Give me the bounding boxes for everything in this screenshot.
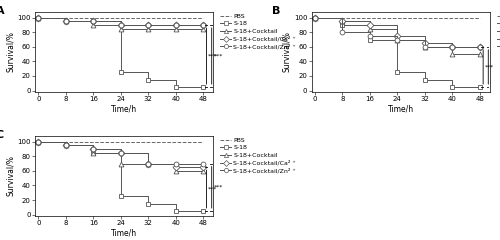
Text: ***: *** — [208, 54, 218, 59]
Text: B: B — [272, 6, 280, 16]
Text: C: C — [0, 130, 4, 140]
Text: *: * — [490, 64, 493, 69]
Y-axis label: Survival/%: Survival/% — [6, 32, 15, 72]
Legend: PBS, S-18, S-18+Cocktail, S-18+Cocktail/Ca² ⁺, S-18+Cocktail/Zn² ⁺: PBS, S-18, S-18+Cocktail, S-18+Cocktail/… — [220, 13, 296, 49]
Text: A: A — [0, 6, 4, 16]
X-axis label: Time/h: Time/h — [111, 229, 138, 238]
Y-axis label: Survival/%: Survival/% — [282, 32, 291, 72]
Text: ***: *** — [214, 54, 223, 59]
Text: **: ** — [485, 64, 491, 69]
Y-axis label: Survival/%: Survival/% — [6, 156, 15, 196]
Legend: PBS, S-18, S-18+Cocktail, S-18+Cocktail/Ca² ⁺, S-18+Cocktail/Zn² ⁺: PBS, S-18, S-18+Cocktail, S-18+Cocktail/… — [220, 138, 296, 174]
X-axis label: Time/h: Time/h — [111, 105, 138, 114]
X-axis label: Time/h: Time/h — [388, 105, 414, 114]
Text: ***: *** — [208, 186, 218, 192]
Legend: PBS, S-18, S-18+Cocktail, S-18+Cocktail/Ca² ⁺, S-18+Cocktail/Zn² ⁺: PBS, S-18, S-18+Cocktail, S-18+Cocktail/… — [496, 13, 500, 49]
Text: ***: *** — [214, 185, 223, 190]
